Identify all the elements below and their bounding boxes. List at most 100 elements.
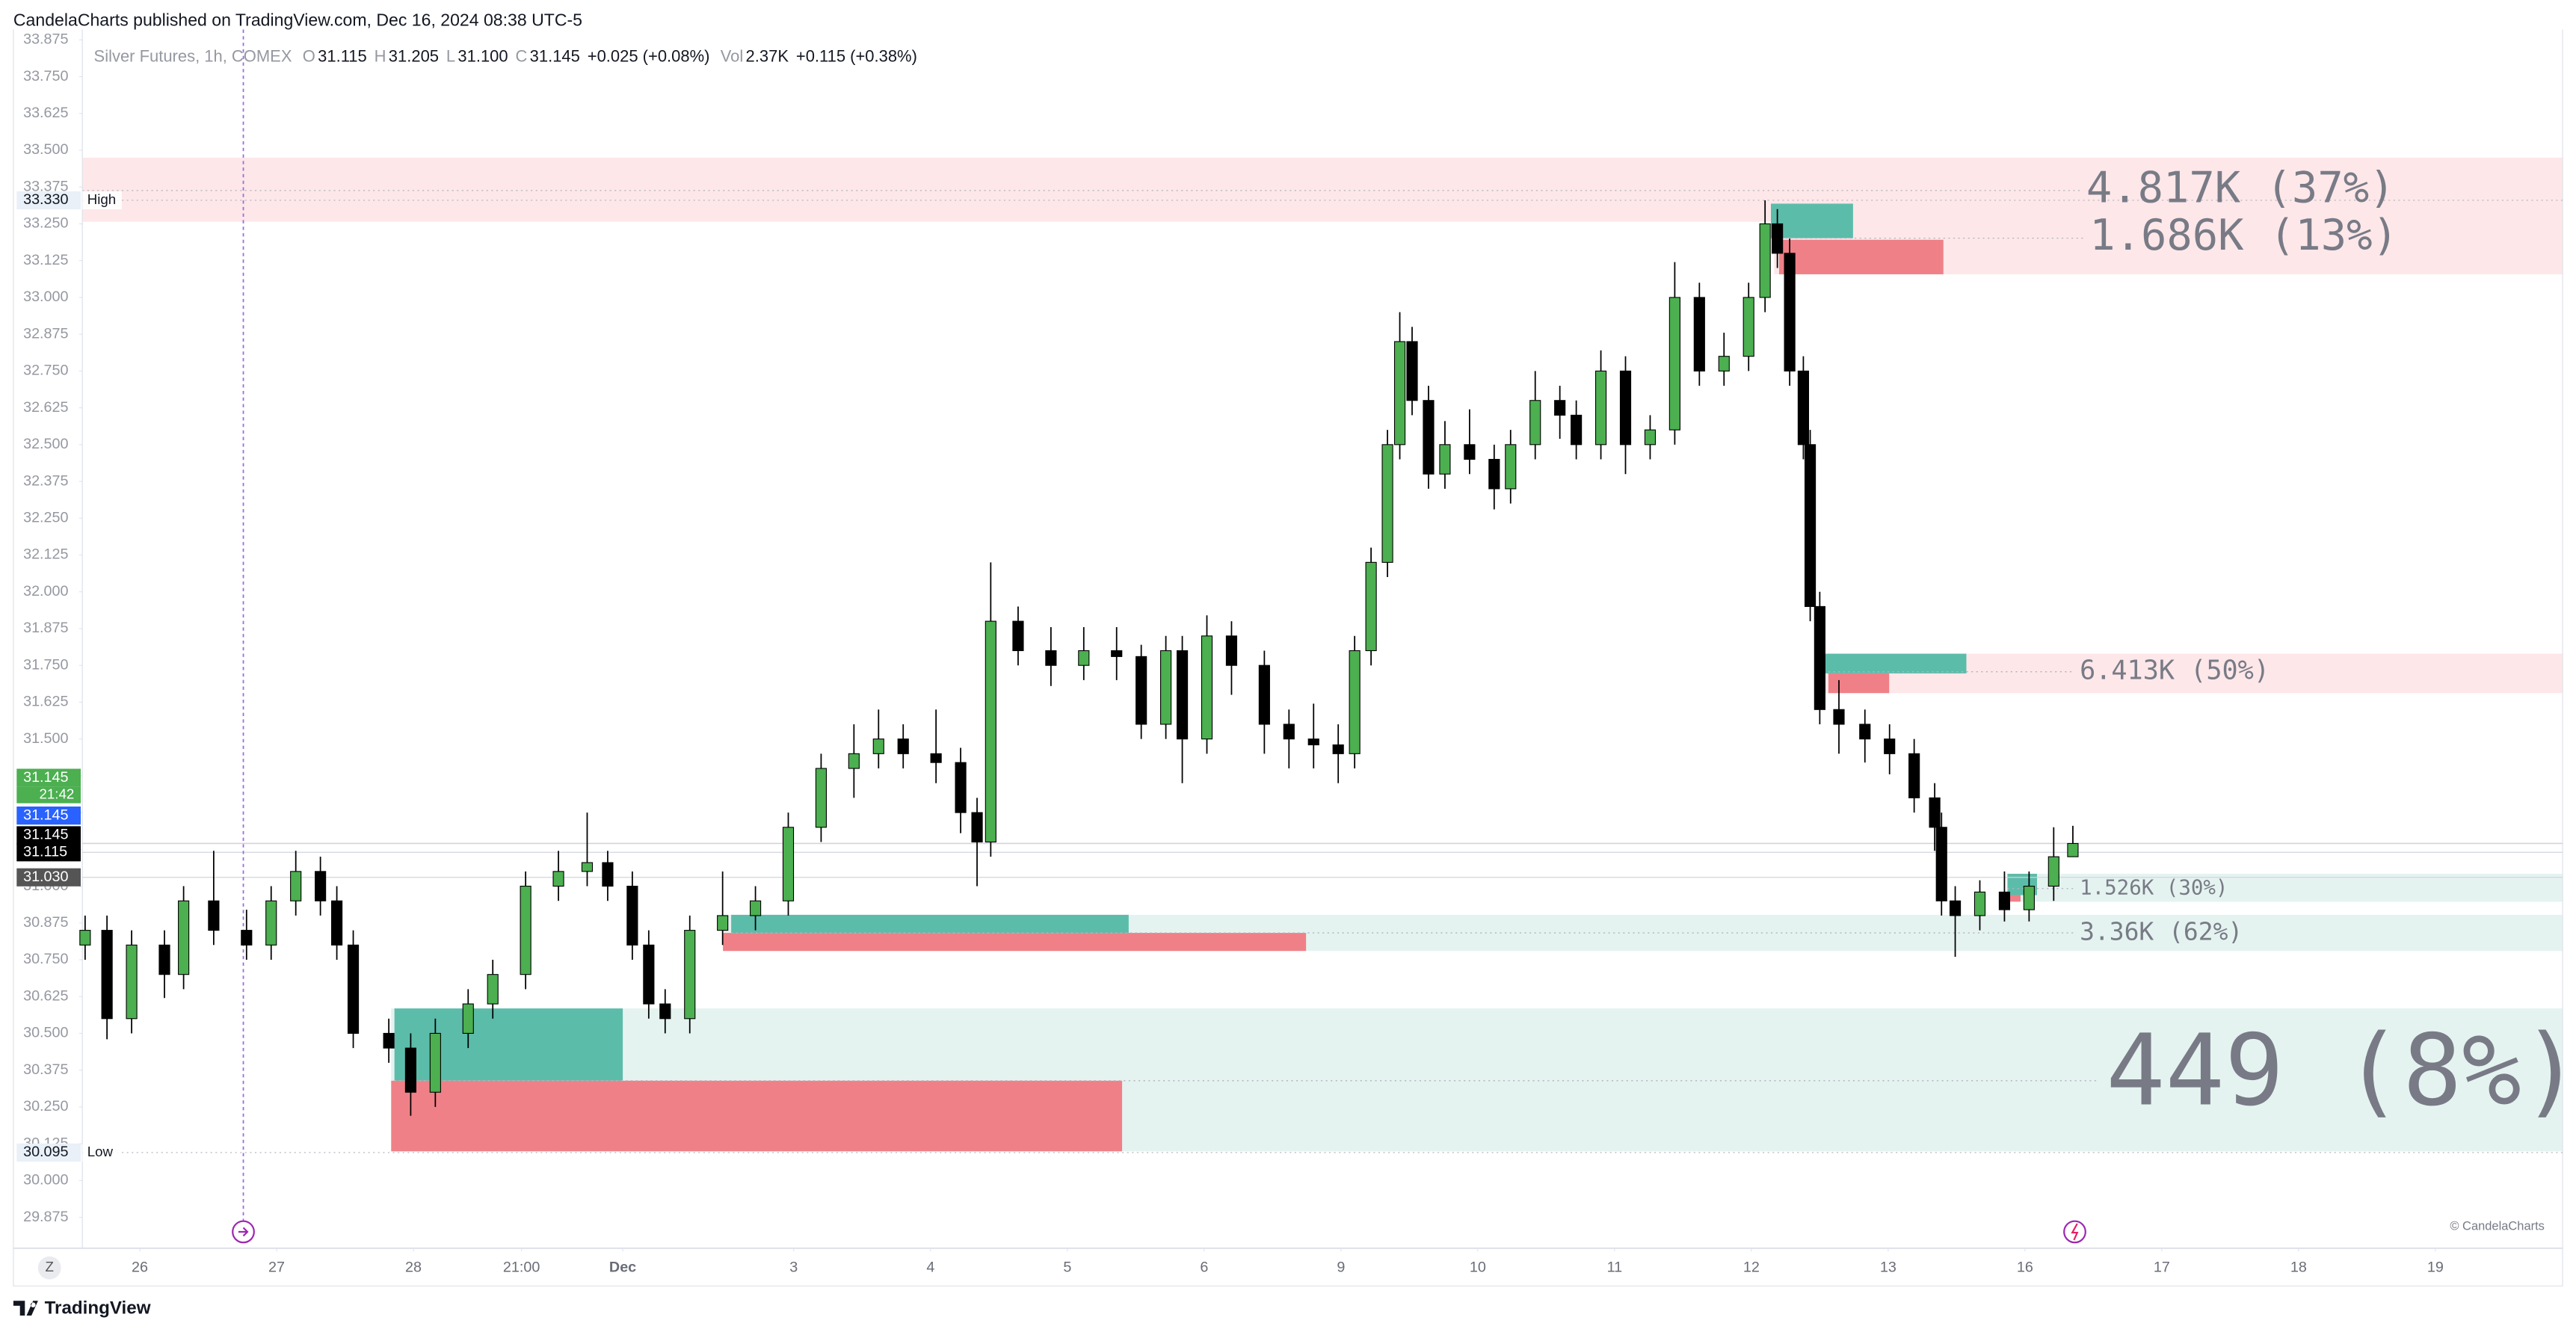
candle-body [1594,370,1607,445]
candle-body [1759,223,1771,298]
volume-label: 449 (8%) [2106,1014,2576,1129]
candle-body [1176,650,1189,740]
candle-body [1743,297,1754,357]
zone-bar [391,1080,1123,1152]
candle-body [2067,842,2079,857]
candle-body [848,753,860,769]
y-tick-label: 30.500 [23,1025,68,1041]
x-tick-label: 16 [2017,1259,2033,1276]
y-tick-label: 33.000 [23,289,68,305]
legend-prefix: O [303,47,315,66]
price-tag-box [82,191,122,210]
candle-body [1225,635,1238,666]
candle-body [178,900,190,975]
zone-bar [731,914,1129,934]
candle-body [487,974,499,1005]
candle-body [1349,650,1361,754]
candle-body [1381,444,1393,563]
brand-logo [13,1301,38,1316]
candle-body [930,753,942,763]
legend-symbol: Silver Futures, 1h, COMEX [94,47,292,66]
y-tick-label: 32.750 [23,363,68,379]
x-tick-label: Dec [609,1259,636,1276]
candle-body [626,885,638,946]
y-tick-label: 33.875 [23,31,68,48]
volume-label: 1.686K (13%) [2089,211,2398,260]
zone-bar [723,933,1307,952]
y-tick-label: 29.875 [23,1209,68,1225]
candle-body [1488,458,1500,490]
zone-bar [1823,653,1967,673]
zone-bar [2007,895,2021,902]
zone-bar [1778,239,1944,274]
price-label-box [16,191,81,210]
x-tick-label: 19 [2427,1259,2444,1276]
price-label: 31.145 [23,807,68,823]
price-label-box [16,768,81,787]
candle-body [717,915,729,931]
volume-label: 4.817K (37%) [2086,164,2395,213]
candle-body [897,739,909,754]
y-tick-label: 33.750 [23,68,68,84]
candle-body [1772,223,1784,254]
brand: TradingView [45,1298,151,1319]
legend-prefix: Vol [721,47,744,66]
candle-body [1571,414,1583,445]
candle-body [158,944,170,975]
legend-prefix: C [516,47,528,66]
timescale-button[interactable] [37,1256,61,1280]
candle-body [1078,650,1090,666]
x-tick-label: 21:00 [503,1259,540,1276]
candle-body [1693,297,1705,371]
candle-body [208,900,220,931]
candle-body [1929,797,1941,828]
countdown: 21:42 [40,786,75,802]
candle-body [265,900,277,946]
y-tick-label: 33.250 [23,215,68,232]
price-label: 31.030 [23,869,68,885]
candle-body [290,871,302,901]
candle-body [462,1003,474,1035]
candle-body [1045,650,1057,666]
zone-bar [394,1008,623,1081]
x-tick-label: 10 [1470,1259,1486,1276]
x-tick-label: 18 [2290,1259,2307,1276]
y-tick-label: 30.875 [23,914,68,931]
y-tick-label: 31.750 [23,656,68,673]
candle-body [1935,827,1947,901]
candle-body [1529,400,1541,445]
y-tick-label: 32.125 [23,546,68,563]
candle-body [1283,724,1295,740]
candle-body [331,900,343,946]
overlay: 4.817K (37%)1.686K (13%) 6.413K (50%) 1.52… [13,47,2576,1319]
candle-body [1307,739,1319,746]
candle-body [1784,253,1796,371]
price-tag-box [82,1143,122,1162]
y-tick-label: 33.125 [23,252,68,268]
y-tick-label: 30.000 [23,1172,68,1188]
x-tick-label: 3 [789,1259,798,1276]
y-tick-label: 32.000 [23,583,68,599]
volume-zones [82,157,2563,1152]
x-tick-label: 28 [405,1259,422,1276]
publish-title: CandelaCharts published on TradingView.c… [13,10,582,30]
candle-body [1505,444,1517,490]
y-tick-label: 33.500 [23,141,68,158]
candle-body [782,827,795,901]
candle-body [2023,885,2035,910]
timescale-button-label: Z [46,1259,54,1274]
price-label: 33.330 [23,191,68,208]
zone-bar [1771,203,1853,238]
candle-body [1797,370,1809,445]
candle-body [872,739,884,754]
candle-body [643,944,655,1005]
candle-body [429,1032,441,1093]
candle-body [602,862,614,887]
candle-body [1833,709,1845,725]
candles [79,200,2079,1116]
y-tick-label: 33.625 [23,105,68,121]
candle-body [684,930,696,1020]
y-tick-label: 30.625 [23,987,68,1004]
event-icon-glyph [238,1227,249,1237]
